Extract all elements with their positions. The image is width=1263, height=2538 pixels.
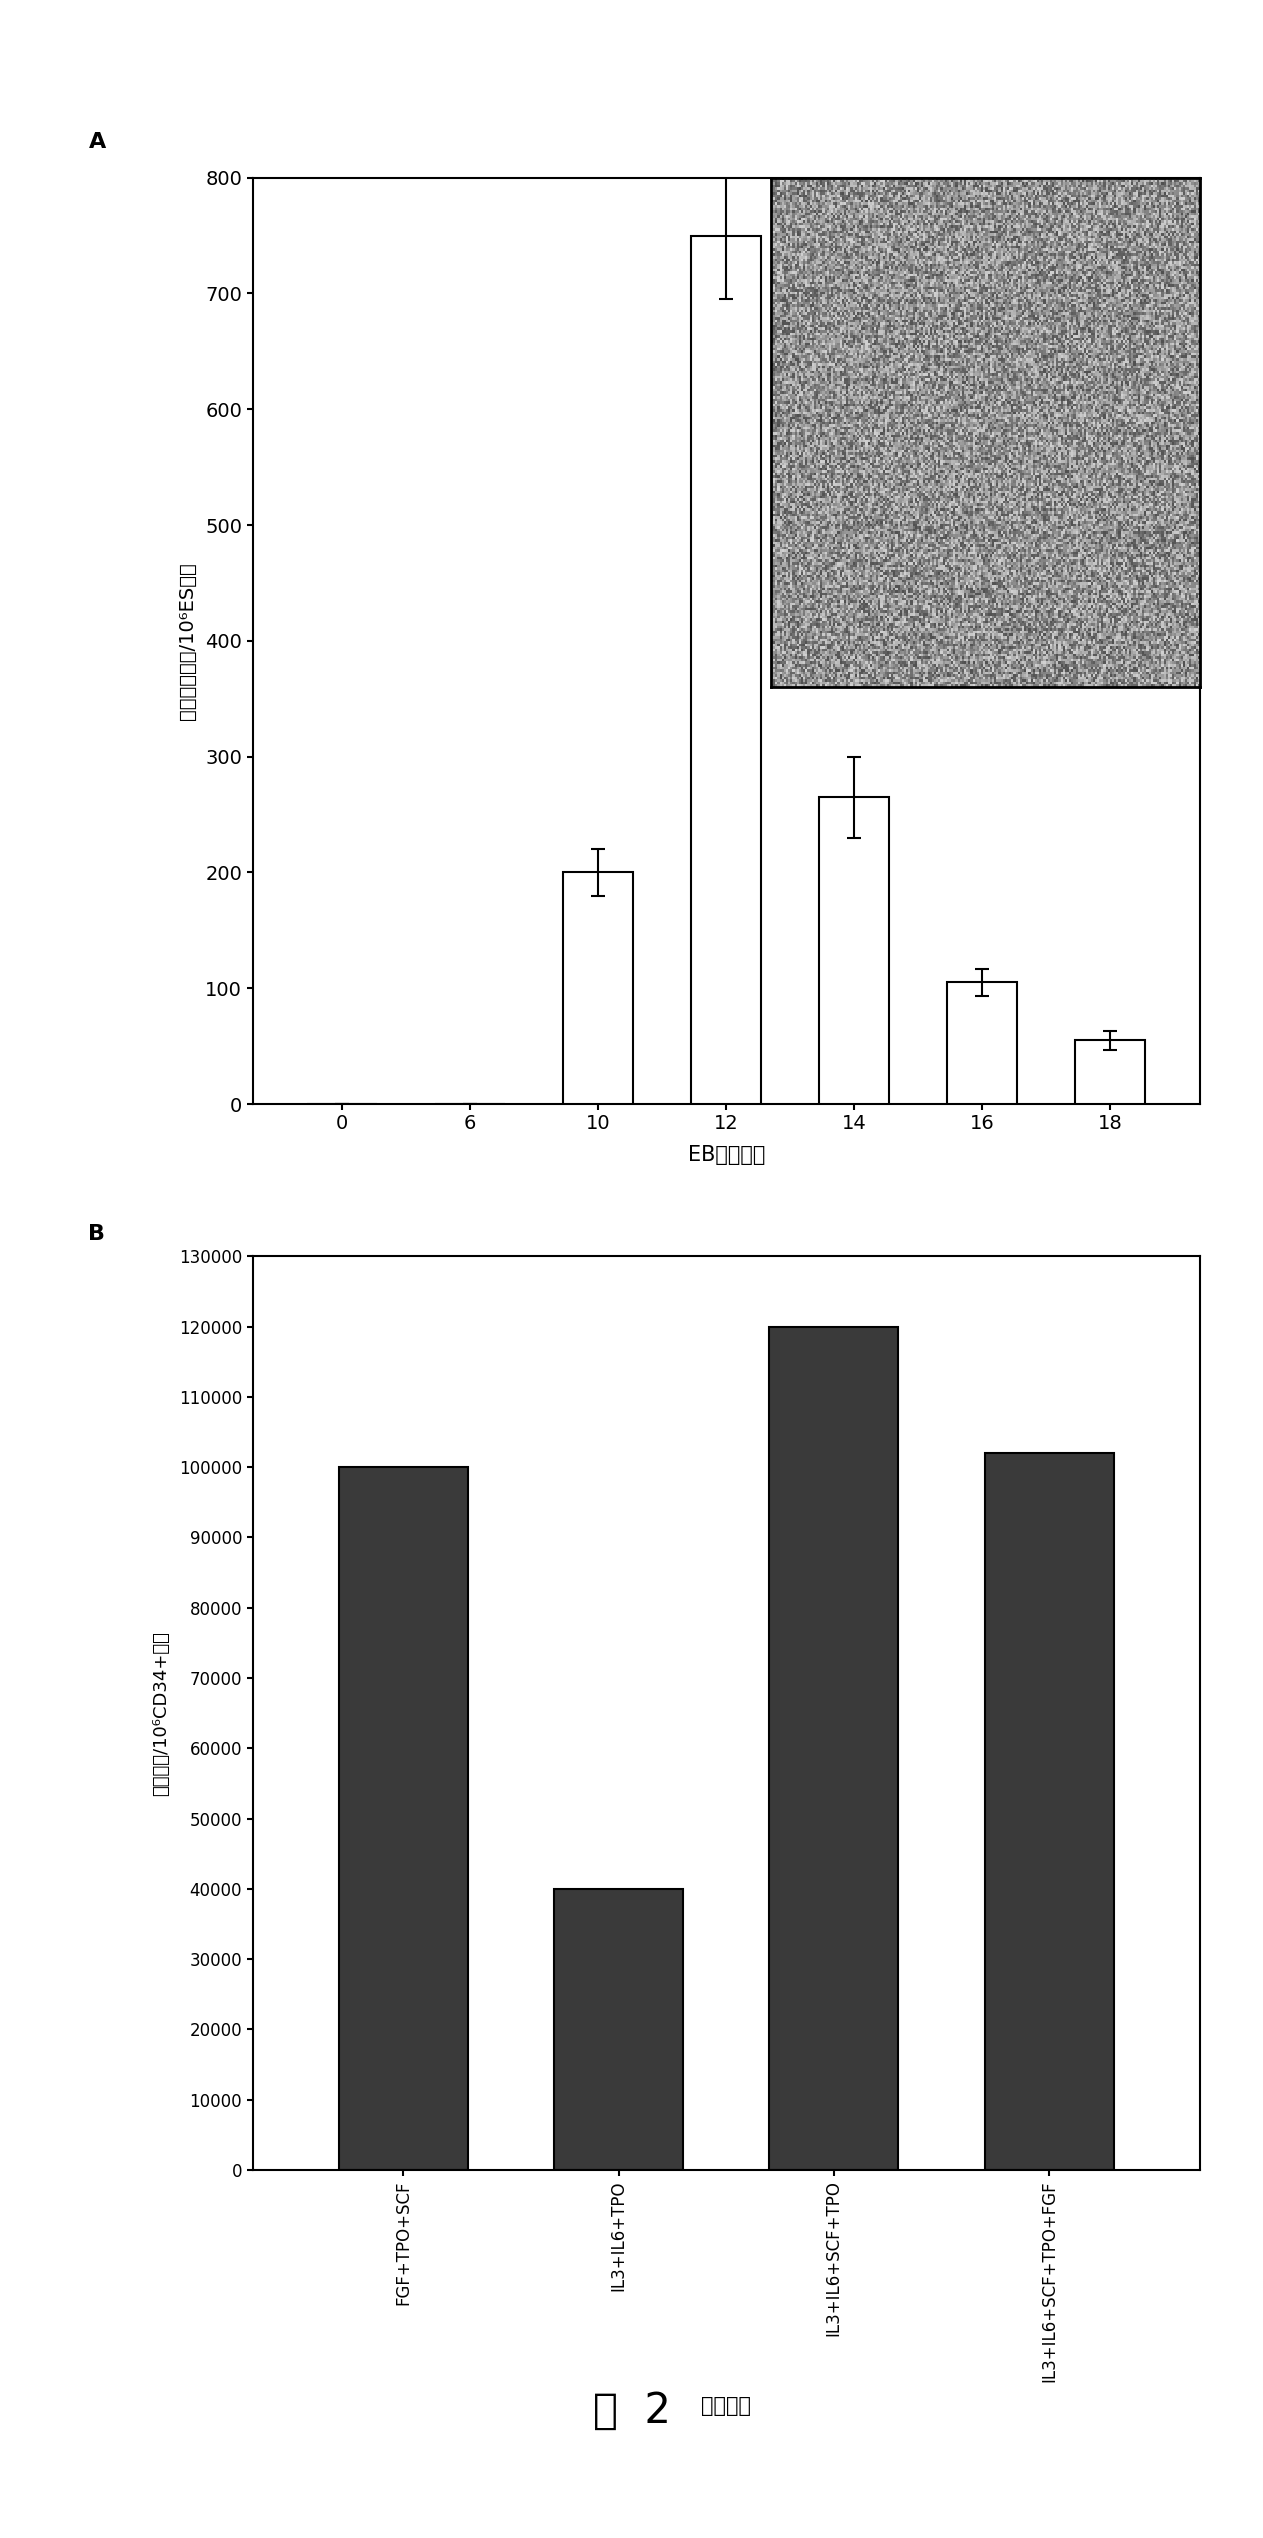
Text: B: B [88,1223,105,1244]
Bar [947,982,1018,1104]
Bar [1075,1041,1146,1104]
Bar [338,1467,467,2170]
Bar [691,236,762,1104]
X-axis label: 生长因子: 生长因子 [701,2396,751,2416]
Text: A: A [88,132,106,152]
Y-axis label: 巨核细胞/10⁶CD34+细胞: 巨核细胞/10⁶CD34+细胞 [153,1632,171,1794]
Bar [554,1888,683,2170]
X-axis label: EB培兿天数: EB培兿天数 [687,1145,765,1165]
Bar [985,1454,1114,2170]
Text: 图  2: 图 2 [592,2391,671,2431]
Bar [818,797,889,1104]
Bar [563,873,634,1104]
Y-axis label: 巨核细胞集落/10⁶ES细胞: 巨核细胞集落/10⁶ES细胞 [178,561,197,721]
Bar [769,1327,898,2170]
